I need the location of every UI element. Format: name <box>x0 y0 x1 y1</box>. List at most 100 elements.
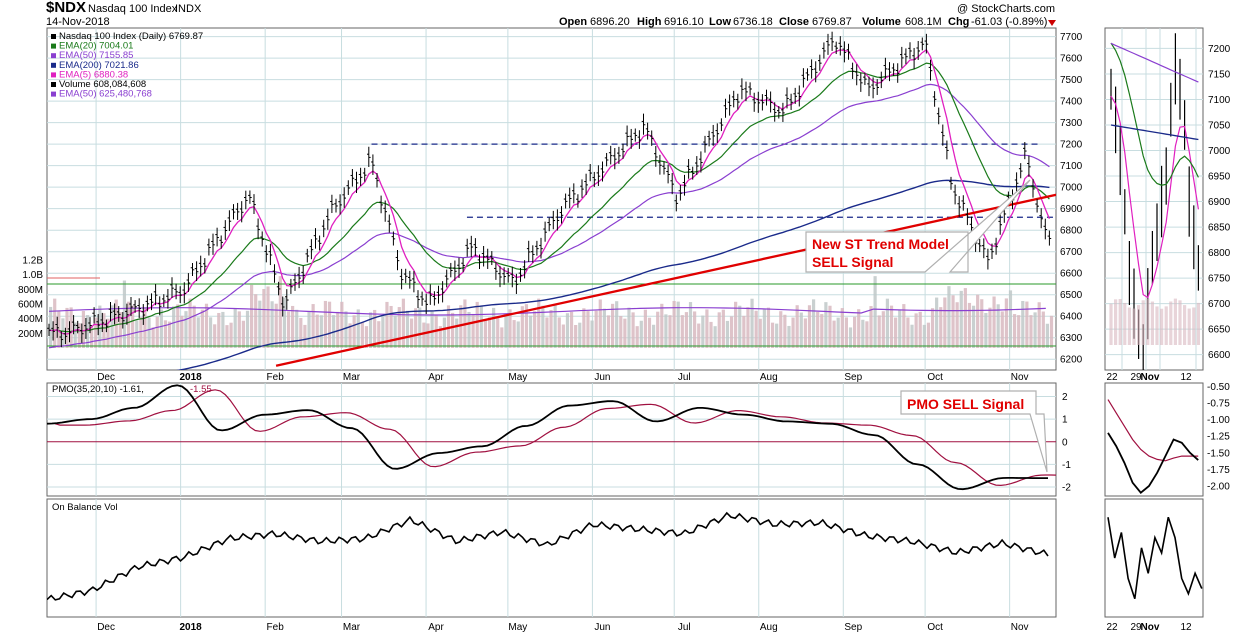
volume-bar <box>167 321 172 348</box>
volume-bar <box>984 312 988 348</box>
volume-bar <box>155 316 159 348</box>
volume-bar <box>1041 311 1045 348</box>
volume-bar <box>360 321 364 348</box>
legend-entry: EMA(50) 625,480,768 <box>59 89 152 100</box>
volume-bar <box>807 305 812 348</box>
volume-bar <box>787 325 791 348</box>
inset-x-tick-label: Nov <box>1141 622 1160 633</box>
volume-bar <box>1025 301 1029 348</box>
volume-bar <box>631 312 635 348</box>
inset-pmo-tick-label: -0.75 <box>1207 398 1230 409</box>
volume-bar <box>180 315 184 348</box>
chart-date: 14-Nov-2018 <box>46 16 110 28</box>
volume-bar <box>910 324 914 348</box>
volume-bar <box>307 311 311 348</box>
volume-bar <box>250 284 254 348</box>
pmo-signal-value: -1.55 <box>190 384 212 395</box>
x-tick-label: Oct <box>927 622 943 633</box>
volume-bar <box>930 308 935 348</box>
inset-obv-group <box>1107 516 1203 600</box>
inset-y-tick-label: 7200 <box>1208 44 1231 55</box>
x-tick-label: Apr <box>428 622 444 633</box>
volume-bar <box>533 311 537 348</box>
volume-bar <box>820 314 824 348</box>
x-tick-label: 2018 <box>179 372 202 383</box>
volume-bar <box>77 323 81 348</box>
ema50-line <box>48 83 1050 349</box>
legend-swatch <box>51 43 56 49</box>
inset-volume-bar <box>1150 301 1154 345</box>
volume-bar <box>487 317 492 348</box>
volume-bar <box>885 298 890 348</box>
volume-bar <box>122 280 127 348</box>
volume-bar <box>565 313 570 348</box>
volume-bar <box>799 312 803 348</box>
inset-x-tick-label: Nov <box>1141 372 1160 383</box>
legend-entry: EMA(200) 7021.86 <box>59 60 139 71</box>
volume-bar <box>291 305 295 348</box>
volume-bar <box>865 321 869 348</box>
inset-pmo-tick-label: -1.50 <box>1207 448 1230 459</box>
volume-bar <box>803 318 807 348</box>
inset-volume-bar <box>1118 299 1122 345</box>
volume-bar <box>762 308 766 348</box>
inset-price-group <box>1109 33 1200 370</box>
volume-bar <box>213 324 217 348</box>
inset-volume-bar <box>1178 300 1182 345</box>
volume-bar <box>758 318 762 348</box>
volume-bar <box>553 303 557 348</box>
inset-volume-bar <box>1164 306 1168 345</box>
volume-bar <box>192 305 196 348</box>
x-tick-label: Sep <box>844 372 862 383</box>
volume-bar <box>619 316 623 348</box>
pmo-title: PMO(35,20,10) -1.61, <box>52 384 144 395</box>
volume-bar <box>898 310 902 348</box>
pmo-tick-label: 0 <box>1062 437 1068 448</box>
volume-bar <box>340 301 344 348</box>
axis-labels: Dec Dec 2018 2018 Feb Feb Mar Mar Apr Apr May May Ju… <box>18 32 1231 633</box>
open-label: Open <box>559 16 587 28</box>
y-tick-label: 6400 <box>1060 312 1083 323</box>
volume-bar <box>992 296 996 348</box>
y-tick-label: 6600 <box>1060 269 1083 280</box>
volume-bar <box>303 324 307 348</box>
volume-bar <box>861 319 865 348</box>
volume-bar <box>336 311 340 348</box>
volume-bar <box>217 312 221 348</box>
pmo-line <box>47 384 1048 491</box>
volume-tick-label: 800M <box>18 285 43 296</box>
chg-label: Chg <box>948 16 969 28</box>
volume-bar <box>57 310 61 348</box>
volume-bar <box>393 315 397 348</box>
volume-bar <box>709 321 713 348</box>
x-tick-label: Mar <box>343 372 361 383</box>
x-tick-label: Dec <box>97 622 115 633</box>
volume-bar <box>1017 315 1021 348</box>
volume-bar <box>516 321 520 348</box>
legend-entry: EMA(5) 6880.38 <box>59 69 128 80</box>
volume-bar <box>467 311 471 348</box>
volume-bar <box>500 327 504 348</box>
inset-volume-bar <box>1196 302 1200 345</box>
volume-bar <box>512 320 516 348</box>
volume-bar <box>53 298 57 348</box>
inset-x-tick-label: 29 <box>1130 372 1142 383</box>
volume-bar <box>713 326 717 348</box>
pmo-tick-label: -2 <box>1062 482 1071 493</box>
volume-bar <box>602 308 606 348</box>
volume-bar <box>286 311 291 348</box>
volume-bar <box>660 303 664 348</box>
volume-bar <box>139 317 143 348</box>
volume-value: 608.1M <box>905 16 942 28</box>
inset-obv-line <box>1107 516 1203 600</box>
inset-x-tick-label: 22 <box>1106 622 1118 633</box>
volume-bar <box>615 301 619 348</box>
low-label: Low <box>709 16 731 28</box>
volume-bar <box>848 327 853 348</box>
volume-bar <box>520 306 524 348</box>
volume-bar <box>947 286 951 348</box>
volume-bar <box>1000 311 1004 348</box>
x-tick-label: Oct <box>927 372 943 383</box>
volume-bar <box>163 320 168 348</box>
volume-bar <box>955 302 959 348</box>
